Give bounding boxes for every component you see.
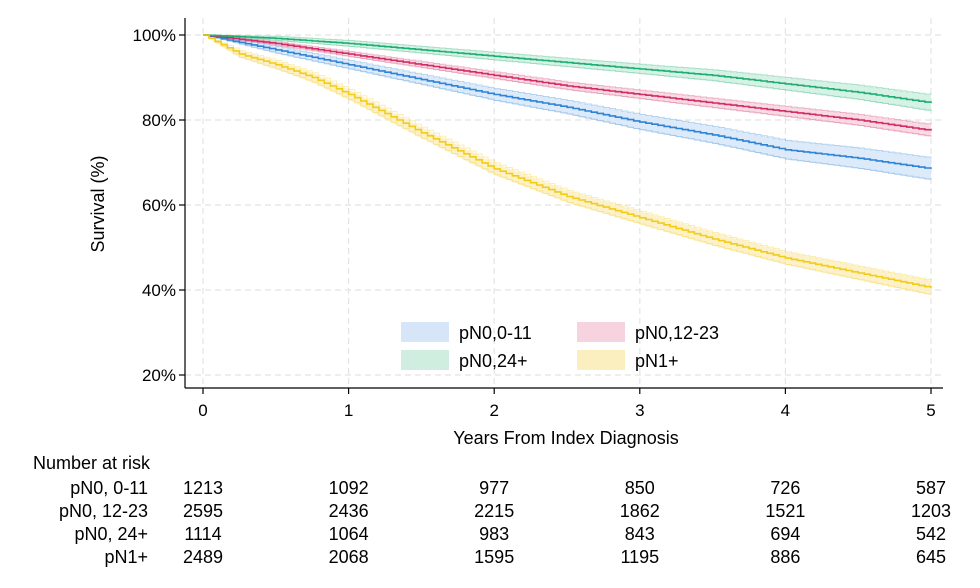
confidence-bands — [203, 34, 932, 296]
legend-swatch — [577, 322, 625, 342]
risk-row-label: pN0, 24+ — [74, 524, 148, 544]
risk-count: 1064 — [328, 524, 369, 544]
legend-label: pN0,24+ — [459, 351, 528, 371]
risk-count: 694 — [770, 524, 801, 544]
y-axis-title: Survival (%) — [88, 155, 108, 252]
legend-label: pN1+ — [635, 351, 679, 371]
survival-curve-3 — [203, 34, 932, 288]
risk-count: 726 — [770, 478, 801, 498]
risk-count: 1092 — [328, 478, 369, 498]
risk-count: 1521 — [765, 501, 806, 521]
risk-count: 542 — [915, 524, 947, 544]
band-lower-edge-1 — [203, 34, 932, 137]
risk-count: 1203 — [910, 501, 952, 521]
risk-count: 1862 — [619, 501, 660, 521]
survival-curves — [203, 34, 932, 288]
risk-count: 2068 — [328, 547, 369, 567]
risk-row: pN1+ 2489 2068 1595 1195 886 645 — [0, 546, 980, 569]
x-tick-label: 3 — [635, 401, 644, 420]
risk-count: 2215 — [474, 501, 515, 521]
risk-row-label: pN0, 0-11 — [70, 478, 148, 498]
risk-count: 1195 — [620, 547, 660, 567]
risk-row-label: pN1+ — [104, 547, 148, 567]
x-tick-label: 2 — [489, 401, 498, 420]
band-upper-edge-0 — [203, 34, 932, 158]
band-upper-edge-1 — [203, 34, 932, 125]
risk-row-label: pN0, 12-23 — [58, 501, 148, 521]
risk-count: 1114 — [184, 524, 222, 544]
legend-label: pN0,0-11 — [459, 323, 532, 343]
risk-row: pN0, 0-11 1213 1092 977 850 726 587 — [0, 477, 980, 500]
survival-curve-2 — [203, 34, 932, 103]
survival-curve-0 — [203, 34, 932, 169]
risk-count: 983 — [479, 524, 510, 544]
risk-count: 587 — [915, 478, 947, 498]
risk-row: pN0, 12-23 2595 2436 2215 1862 1521 1203 — [0, 500, 980, 523]
band-upper-edge-3 — [203, 34, 932, 281]
risk-row: pN0, 24+ 1114 1064 983 843 694 542 — [0, 523, 980, 546]
risk-count: 645 — [915, 547, 947, 567]
risk-count: 977 — [479, 478, 510, 498]
legend-swatch — [401, 350, 449, 370]
x-tick-label: 4 — [781, 401, 790, 420]
confidence-band-3 — [203, 35, 931, 296]
x-tick-label: 5 — [926, 401, 935, 420]
y-tick-label: 60% — [142, 196, 176, 215]
band-lower-edge-2 — [203, 34, 932, 112]
survival-chart: 20% 40% 60% 80% 100% 0 1 2 3 4 5 pN0,0-11 pN0,12-23… — [88, 18, 943, 448]
x-tick-label: 1 — [344, 401, 353, 420]
y-tick-label: 100% — [133, 26, 176, 45]
band-lower-edge-3 — [203, 34, 932, 296]
legend: pN0,0-11 pN0,12-23 pN0,24+ pN1+ — [401, 322, 719, 371]
risk-table-title: Number at risk — [33, 453, 151, 473]
risk-count: 2436 — [328, 501, 369, 521]
number-at-risk-table: Number at risk pN0, 0-11 1213 1092 977 850 72… — [0, 450, 980, 580]
legend-label: pN0,12-23 — [635, 323, 719, 343]
risk-count: 886 — [770, 547, 801, 567]
y-tick-label: 40% — [142, 281, 176, 300]
y-tick-label: 80% — [142, 111, 176, 130]
risk-count: 850 — [624, 478, 655, 498]
risk-count: 2595 — [182, 501, 224, 521]
axes: 20% 40% 60% 80% 100% 0 1 2 3 4 5 — [133, 18, 943, 420]
risk-count: 843 — [624, 524, 655, 544]
legend-swatch — [401, 322, 449, 342]
x-axis-title: Years From Index Diagnosis — [453, 428, 678, 448]
x-tick-label: 0 — [198, 401, 207, 420]
risk-count: 1595 — [474, 547, 515, 567]
band-lower-edge-0 — [203, 34, 932, 180]
survival-curve-1 — [203, 34, 932, 131]
risk-count: 1213 — [182, 478, 224, 498]
legend-swatch — [577, 350, 625, 370]
band-upper-edge-2 — [203, 34, 932, 95]
y-tick-label: 20% — [142, 366, 176, 385]
risk-count: 2489 — [182, 547, 224, 567]
